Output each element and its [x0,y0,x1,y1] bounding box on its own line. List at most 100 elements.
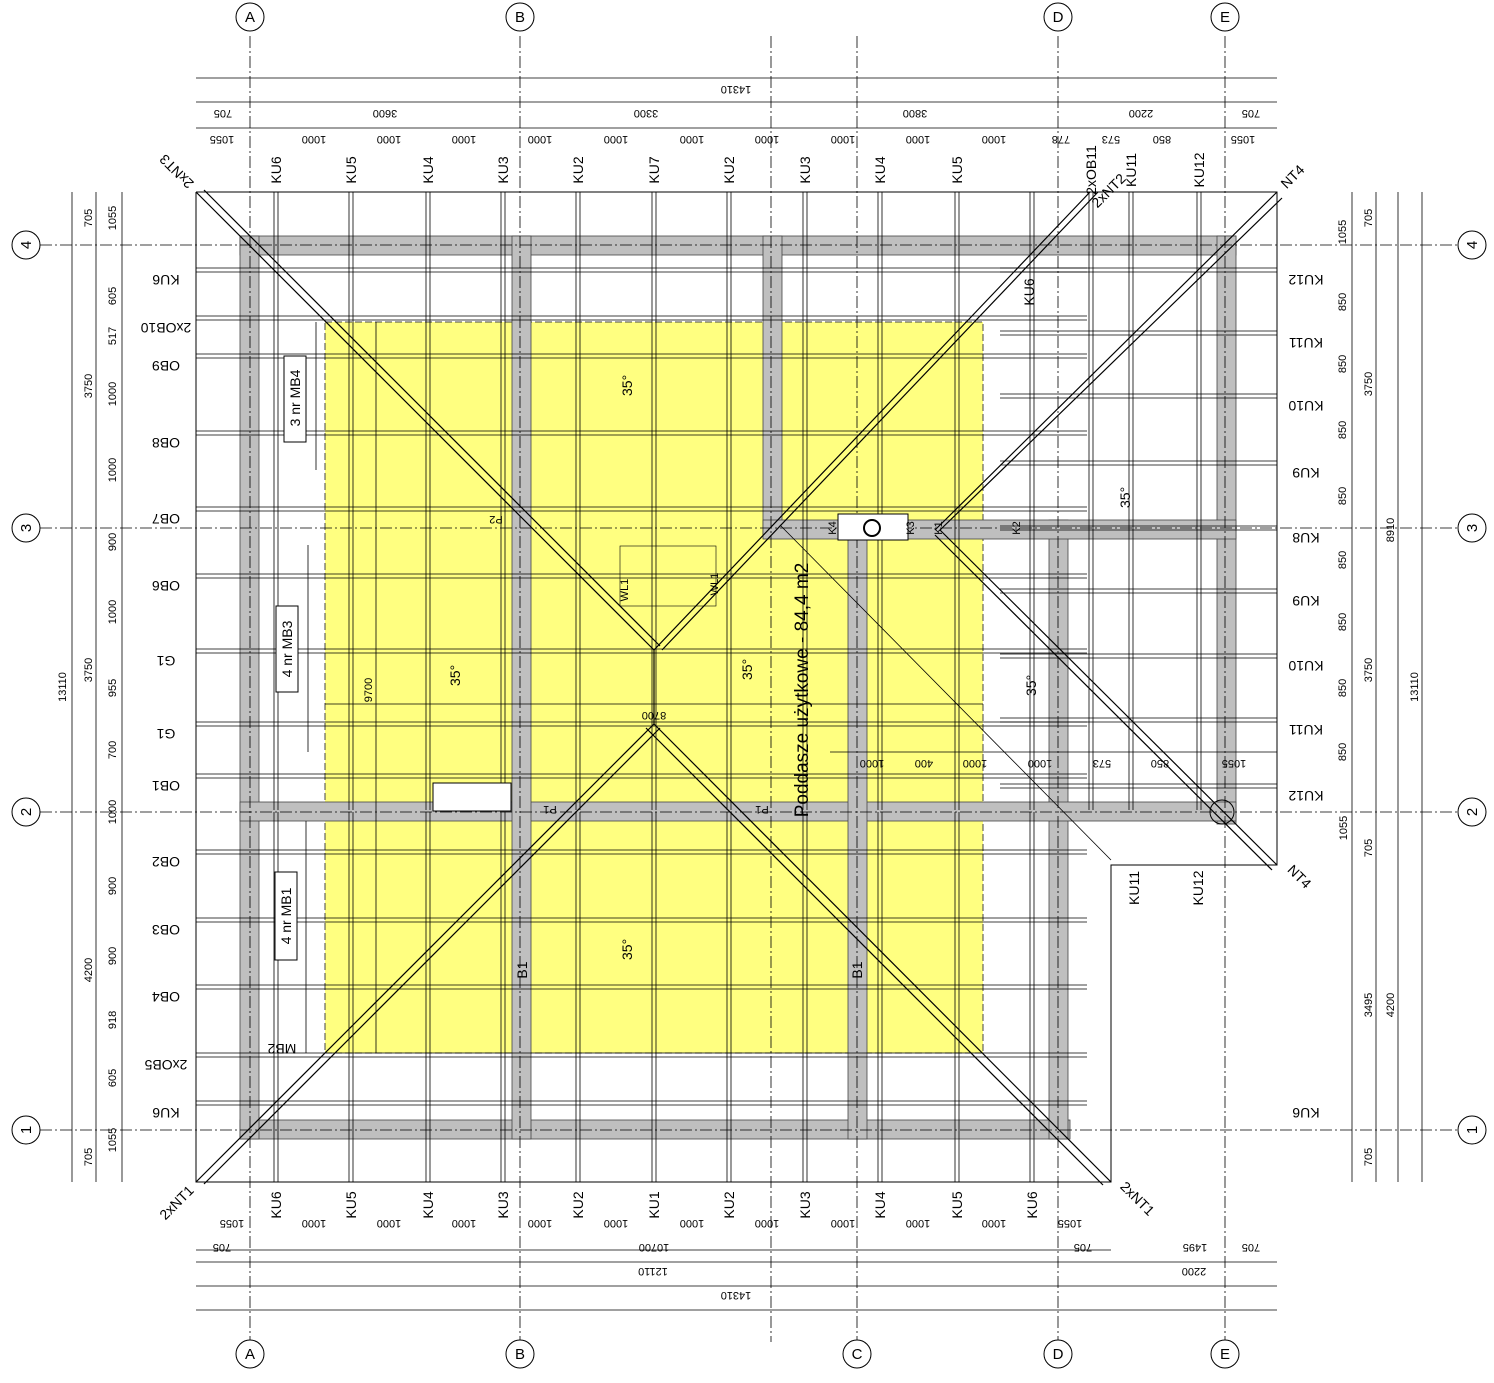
right-overall-dim: 13110 [1409,672,1421,702]
tag-hip-nt4-top: NT4 [1277,161,1307,191]
axis-label-bottom-B: B [515,1346,525,1363]
hip-nt1-b [203,727,661,1185]
hip-nt2-b [661,191,1099,651]
bottom-rafters-4: KU2 [570,1191,586,1218]
top-rafters-7: KU3 [797,156,813,183]
hip-nt4-lower-b [934,534,1273,871]
right-lower-rafter-1: KU12 [1190,870,1206,905]
top-rafters-2: KU4 [420,156,436,183]
top-spacing-10: 1000 [982,133,1006,145]
top-axes-5: 705 [1242,107,1260,119]
top-spacing-13: 850 [1153,133,1171,145]
right-spacing-6: 850 [1337,613,1349,631]
axis-label-right-4: 4 [1464,241,1481,249]
top-spacing-3: 1000 [452,133,476,145]
left-members-7: G1 [156,726,175,742]
left-spacing-14: 1055 [107,1128,119,1152]
axis-label-right-1: 1 [1464,1126,1481,1134]
interior-height-dim: 9700 [363,678,375,702]
flue-circle [863,519,881,537]
axis-bubble-left-4 [11,230,41,260]
hip-nt4-upper [934,191,1278,531]
right-spacing-5: 850 [1337,551,1349,569]
top-spacing-7: 1000 [755,133,779,145]
right-sub-dim-1: 8910 [1385,518,1397,542]
wall-d-lower [1048,519,1069,1140]
top-overall-dim: 14310 [721,83,752,95]
bottom-spacing-5: 1000 [604,1217,628,1229]
left-members-3: OB8 [152,435,180,451]
left-members-4: OB7 [152,511,180,527]
wall-c [847,519,868,1140]
valley-diag [779,524,1112,861]
left-axes-0: 705 [83,209,95,227]
tag-k3: K3 [905,521,917,534]
axis-bubble-left-3 [11,513,41,543]
hip-nt3-b [203,189,661,647]
top-rafters-1: KU5 [343,156,359,183]
tag-hip-nt3: 2xNT3 [156,151,197,192]
right-axes-6: 705 [1363,1148,1375,1166]
axis-label-top-D: D [1053,9,1064,26]
bottom-rafters-8: KU4 [872,1191,888,1218]
hip-nt2-a [653,191,1091,651]
left-members-0: KU6 [152,272,179,288]
top-rafters-4: KU2 [570,156,586,183]
left-spacing-13: 605 [107,1069,119,1087]
wall-bottom [239,1119,1071,1140]
right-spacing-0: 1055 [1337,220,1349,244]
axis-label-top-B: B [515,9,525,26]
slope-label-3: 35° [739,659,755,680]
hip-nt1b-b [645,727,1104,1186]
top-rafters-9: KU5 [949,156,965,183]
axis-label-bottom-D: D [1053,1346,1064,1363]
left-spacing-7: 955 [107,679,119,697]
axis-label-bottom-A: A [245,1346,255,1363]
tag-k4: K4 [827,521,839,534]
axis-bubble-top-D [1043,2,1073,32]
left-spacing-1: 605 [107,287,119,305]
right-members-3: KU9 [1292,465,1319,481]
stair-box [432,782,512,812]
bottom-rafters-6: KU2 [721,1191,737,1218]
hip-nt4-upper-b [939,197,1283,531]
bottom-rafters-10: KU6 [1024,1191,1040,1218]
axis-bubble-right-2 [1457,797,1487,827]
axis-label-left-3: 3 [18,524,35,532]
right-members-4: KU8 [1292,530,1319,546]
axis-bubble-left-1 [11,1115,41,1145]
bottom-spacing-10: 1000 [982,1217,1006,1229]
top-rafters-11: KU11 [1123,153,1139,187]
left-members-9: OB2 [152,854,180,870]
left-spacing-5: 900 [107,533,119,551]
right-lower-rafter-0: KU11 [1126,871,1142,905]
axis-label-bottom-E: E [1220,1346,1230,1363]
right-axes-1: 3750 [1363,372,1375,396]
tag-mb1: 4 nr MB1 [278,887,294,944]
right-members-5: KU9 [1292,593,1319,609]
top-axes-2: 3300 [634,107,658,119]
bottom-spacing-6: 1000 [680,1217,704,1229]
tag-mb2: MB2 [267,1041,296,1057]
left-spacing-6: 1000 [107,600,119,624]
slope-label-1: 35° [619,375,635,396]
bottom-axes-3: 1495 [1183,1241,1207,1253]
hip-nt4-lower [939,529,1278,866]
top-spacing-4: 1000 [528,133,552,145]
bottom-rafters-0: KU6 [268,1191,284,1218]
slope-label-6: 35° [1117,487,1133,508]
axis-label-top-E: E [1220,9,1230,26]
right-spacing-1: 850 [1337,293,1349,311]
top-rafters-0: KU6 [268,156,284,183]
left-members-2: OB9 [152,358,180,374]
axis-label-left-2: 2 [18,808,35,816]
bottom-sub-dim-2: 2200 [1182,1265,1206,1277]
tag-k2: K2 [1011,521,1023,534]
tag-wl1-right: WL1 [709,573,721,596]
top-axes-0: 705 [214,107,232,119]
top-spacing-6: 1000 [680,133,704,145]
left-members-5: OB6 [152,578,180,594]
left-overall-dim: 13110 [57,672,69,702]
axis-bubble-top-A [235,2,265,32]
axis-bubble-bottom-B [505,1339,535,1369]
